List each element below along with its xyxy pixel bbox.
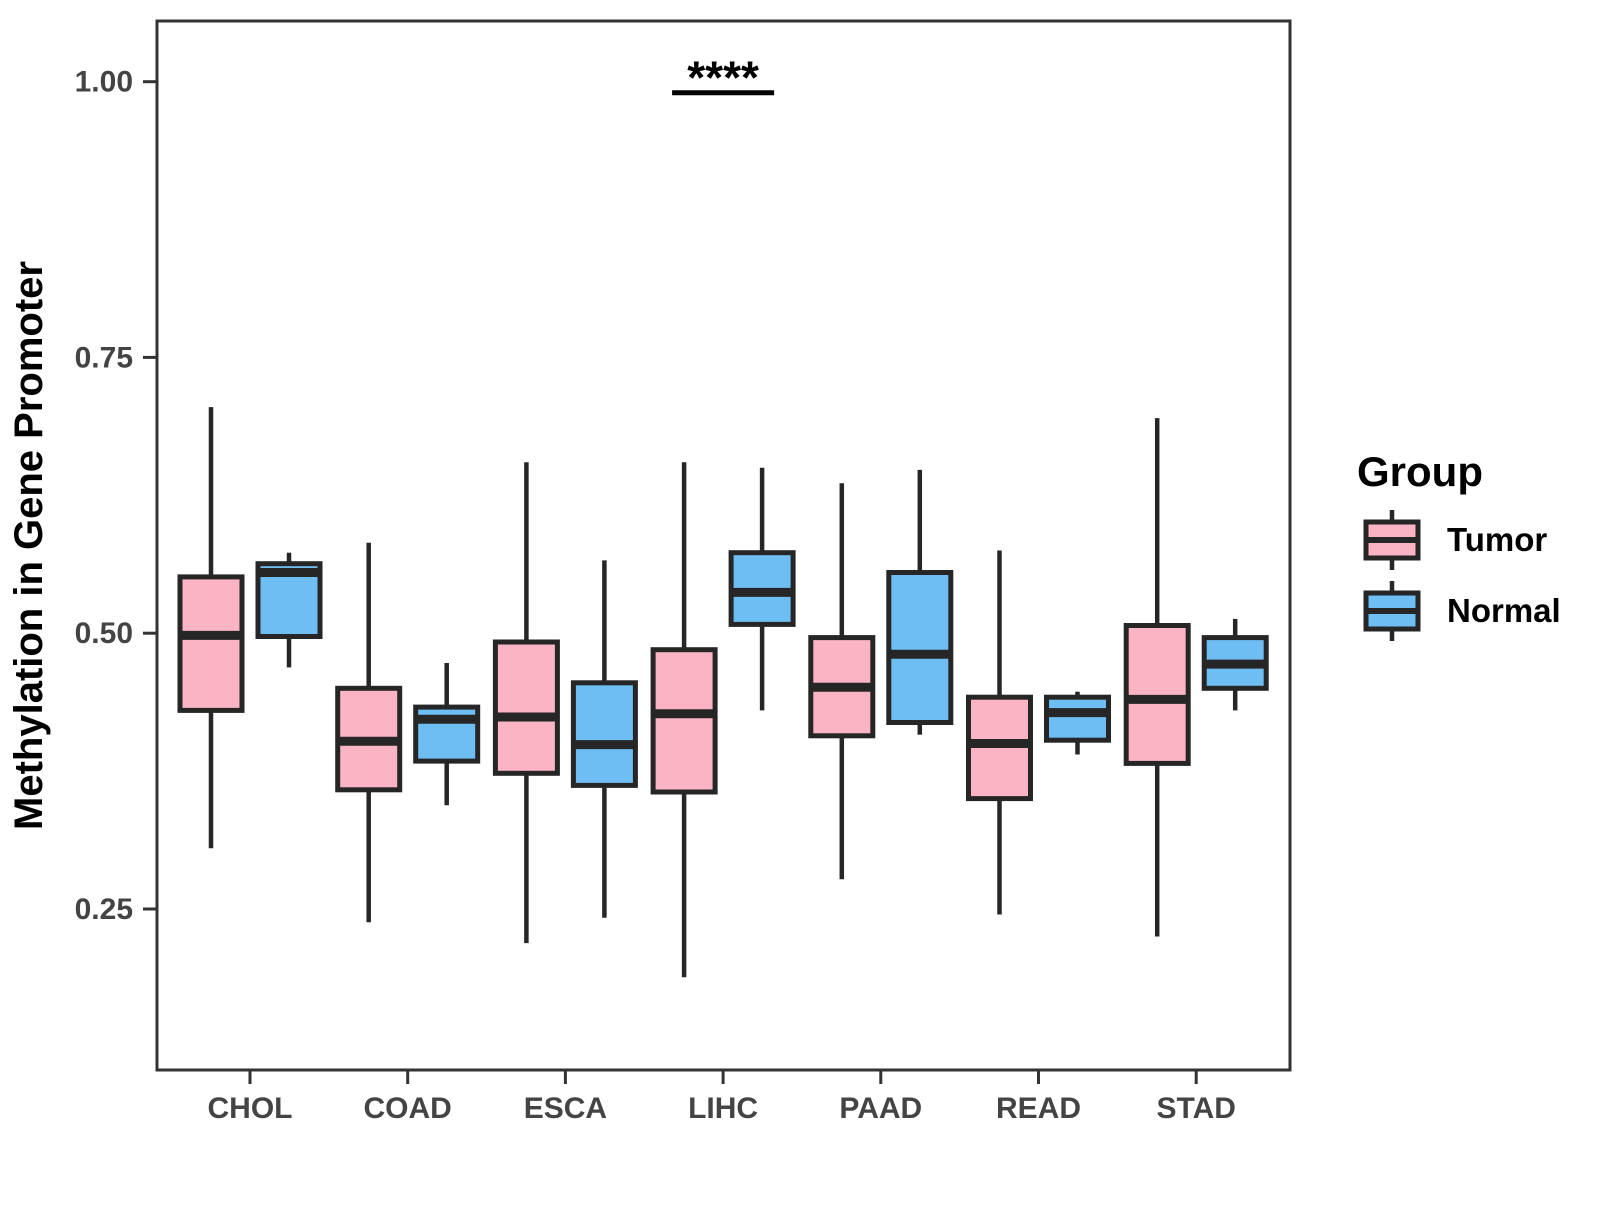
legend-key-normal [1363, 581, 1421, 641]
y-axis-title: Methylation in Gene Promoter [7, 261, 51, 830]
box-tumor-READ [966, 550, 1033, 915]
box-normal-LIHC [728, 467, 796, 711]
box-normal-PAAD [886, 469, 954, 735]
y-tick-label: 0.25 [75, 893, 133, 926]
y-axis: 1.00 0.75 0.50 0.25 [75, 66, 157, 926]
box-tumor-ESCA [492, 462, 560, 944]
box-normal-COAD [413, 663, 481, 806]
box-normal-READ [1044, 691, 1111, 755]
iqr-box [650, 647, 718, 795]
x-tick-label: STAD [1156, 1092, 1235, 1125]
significance-annotation: **** [672, 52, 775, 104]
x-axis: CHOL COAD ESCA LIHC PAAD READ STAD [208, 1070, 1236, 1125]
y-tick-label: 0.75 [75, 341, 133, 374]
box-normal-STAD [1201, 618, 1269, 711]
legend-title: Group [1357, 448, 1483, 495]
x-tick-label: LIHC [688, 1092, 758, 1125]
x-tick-label: PAAD [839, 1092, 922, 1125]
x-tick-label: ESCA [524, 1092, 607, 1125]
iqr-box [570, 680, 638, 788]
iqr-box [1123, 623, 1191, 766]
y-tick-label: 0.50 [75, 617, 133, 650]
box-tumor-CHOL [177, 407, 245, 849]
legend-label: Normal [1447, 592, 1561, 629]
legend: Group Tumor Normal [1357, 448, 1561, 641]
x-tick-label: CHOL [208, 1092, 293, 1125]
significance-stars: **** [687, 52, 759, 104]
box-tumor-STAD [1123, 418, 1191, 937]
box-tumor-LIHC [650, 462, 718, 978]
box-tumor-COAD [335, 542, 403, 923]
x-tick-label: COAD [364, 1092, 452, 1125]
box-normal-ESCA [570, 560, 638, 918]
box-normal-CHOL [255, 552, 323, 668]
box-tumor-PAAD [808, 483, 876, 880]
y-tick-label: 1.00 [75, 66, 133, 99]
plot-panel [155, 19, 1292, 1072]
iqr-box [177, 574, 245, 713]
x-tick-label: READ [996, 1092, 1081, 1125]
iqr-box [492, 639, 560, 776]
iqr-box [1044, 694, 1111, 743]
legend-key-tumor [1363, 510, 1421, 570]
iqr-box [886, 570, 954, 725]
legend-label: Tumor [1447, 521, 1547, 558]
